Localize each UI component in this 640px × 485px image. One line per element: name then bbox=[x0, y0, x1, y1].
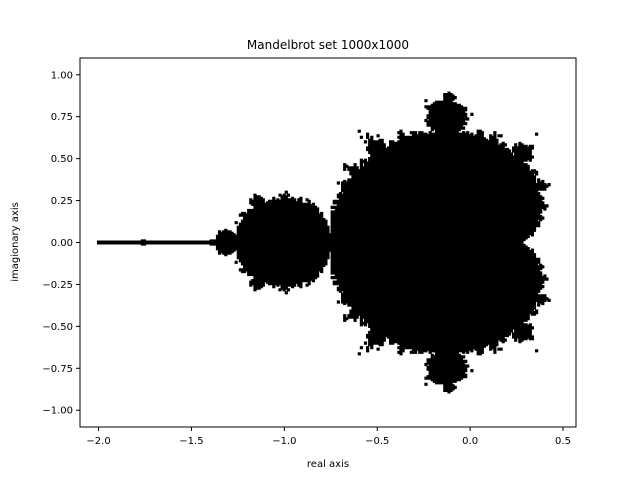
axes-frame bbox=[79, 57, 577, 428]
y-axis-ticks: −1.00 −0.75 −0.50 −0.25 0.00 0.25 0.50 0.75 1.00 bbox=[42, 70, 80, 417]
x-axis-label: real axis bbox=[307, 459, 349, 470]
x-tick-label: −1.5 bbox=[179, 436, 203, 447]
x-tick-label: −2.0 bbox=[86, 436, 110, 447]
x-tick-label: −0.5 bbox=[365, 436, 389, 447]
x-tick-label: −1.0 bbox=[272, 436, 296, 447]
y-tick-label: 0.50 bbox=[51, 154, 73, 165]
y-tick-label: −0.50 bbox=[42, 322, 73, 333]
y-tick-label: −1.00 bbox=[42, 406, 73, 417]
chart-title: Mandelbrot set 1000x1000 bbox=[247, 38, 409, 52]
y-tick-label: −0.75 bbox=[42, 364, 73, 375]
x-tick-label: 0.0 bbox=[462, 436, 478, 447]
mandelbrot-points bbox=[97, 91, 551, 394]
y-tick-label: 1.00 bbox=[51, 70, 73, 81]
y-axis-label: imagionary axis bbox=[10, 202, 21, 282]
plot-area bbox=[97, 91, 551, 394]
x-axis-ticks: −2.0 −1.5 −1.0 −0.5 0.0 0.5 bbox=[86, 427, 571, 447]
y-tick-label: 0.00 bbox=[51, 238, 73, 249]
y-tick-label: 0.75 bbox=[51, 112, 73, 123]
y-tick-label: 0.25 bbox=[51, 196, 73, 207]
y-tick-label: −0.25 bbox=[42, 280, 73, 291]
x-tick-label: 0.5 bbox=[555, 436, 571, 447]
